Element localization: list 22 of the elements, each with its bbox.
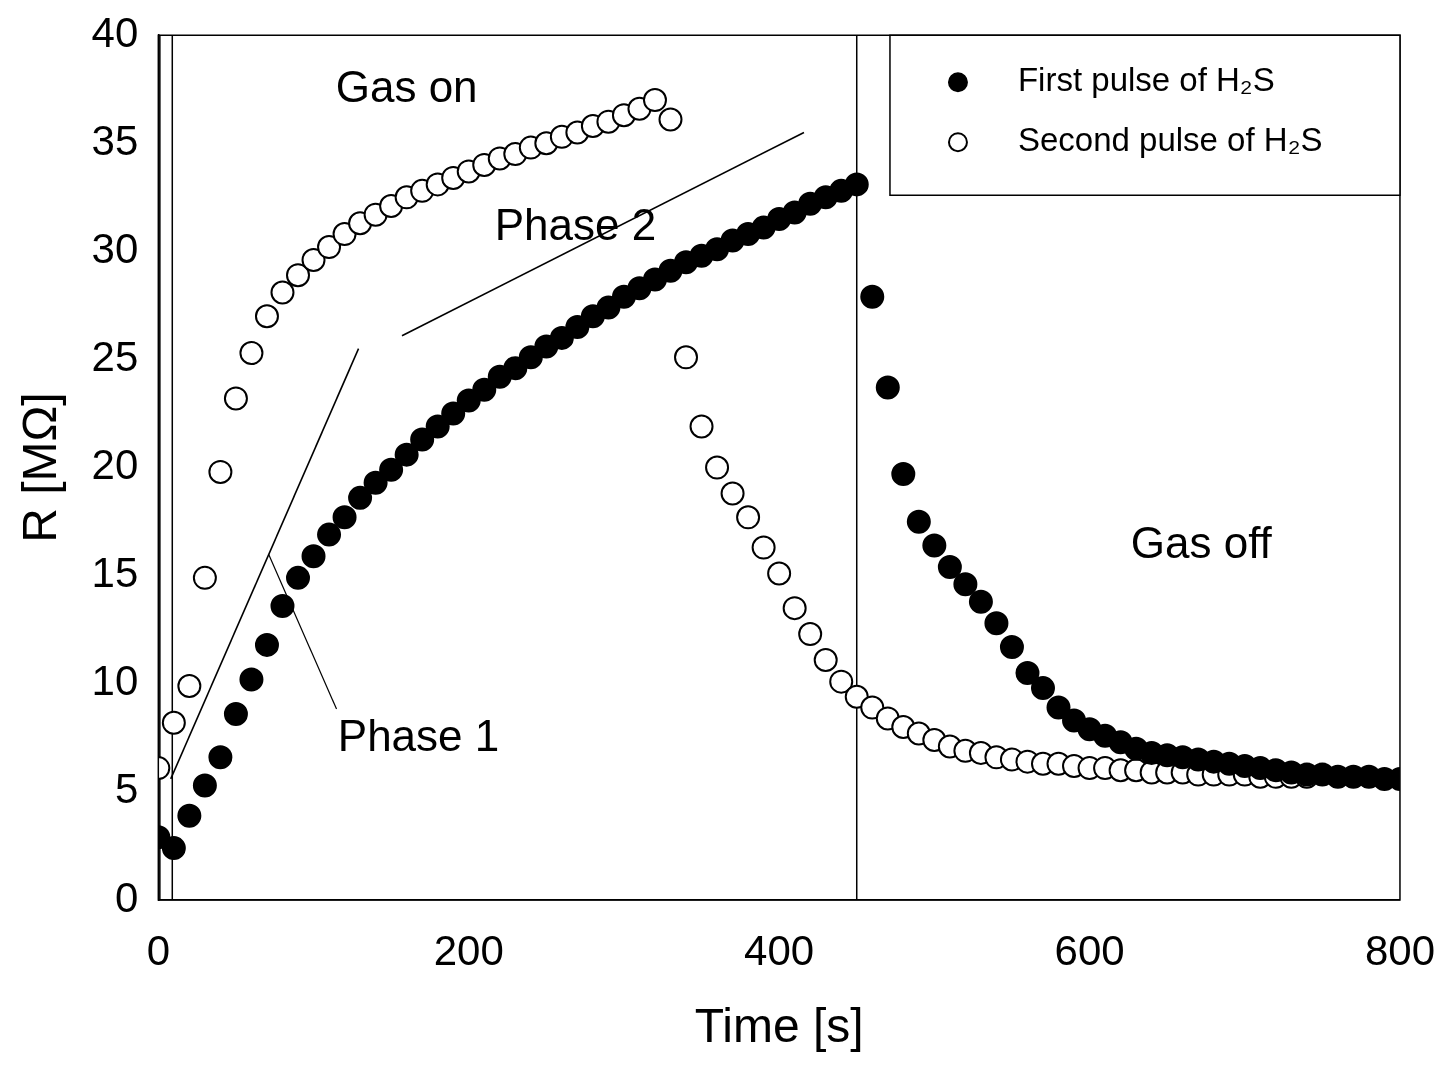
- y-axis-title: R [MΩ]: [13, 392, 67, 543]
- y-tick-label: 20: [91, 441, 139, 489]
- x-tick-label: 0: [146, 926, 170, 974]
- y-tick-label: 0: [114, 873, 139, 921]
- y-tick-label: 15: [91, 549, 139, 597]
- annotation: Gas off: [1130, 517, 1273, 567]
- y-tick-label: 35: [91, 116, 139, 164]
- y-tick-label: 40: [91, 8, 139, 56]
- legend-label: First pulse of H₂S: [1017, 61, 1275, 99]
- y-tick-label: 25: [91, 333, 139, 381]
- legend-label: Second pulse of H₂S: [1017, 121, 1323, 159]
- annotation: Phase 2: [494, 200, 657, 250]
- x-tick-label: 400: [744, 926, 815, 974]
- x-tick-label: 800: [1364, 926, 1435, 974]
- y-tick-label: 10: [91, 657, 139, 705]
- y-tick-label: 5: [114, 765, 139, 813]
- x-tick-label: 600: [1054, 926, 1125, 974]
- x-axis-title: Time [s]: [694, 999, 864, 1053]
- annotation: Gas on: [335, 61, 478, 111]
- annotation: Phase 1: [337, 711, 500, 761]
- x-tick-label: 200: [433, 926, 504, 974]
- y-tick-label: 30: [91, 224, 139, 272]
